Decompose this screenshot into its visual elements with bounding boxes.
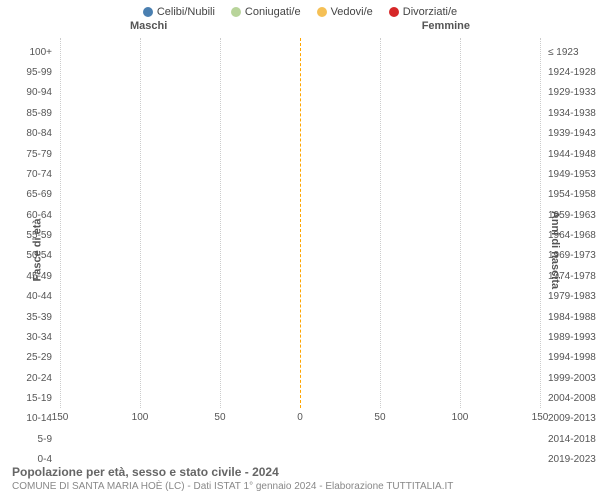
chart-footer: Popolazione per età, sesso e stato civil…: [12, 465, 588, 492]
age-label: 80-84: [0, 124, 56, 144]
age-label: 60-64: [0, 205, 56, 225]
year-label: 2014-2018: [544, 429, 600, 449]
age-label: 100+: [0, 42, 56, 62]
year-label: 1984-1988: [544, 307, 600, 327]
table-row: [60, 250, 540, 268]
age-label: 10-14: [0, 409, 56, 429]
plot-area: 15010050050100150: [60, 38, 540, 438]
table-row: [60, 126, 540, 144]
year-label: 1999-2003: [544, 368, 600, 388]
year-label: 1964-1968: [544, 225, 600, 245]
plot-inner: [60, 38, 540, 408]
year-axis-labels: ≤ 19231924-19281929-19331934-19381939-19…: [544, 42, 600, 470]
x-tick-label: 0: [297, 412, 303, 423]
legend-label: Celibi/Nubili: [157, 6, 215, 18]
age-label: 20-24: [0, 368, 56, 388]
age-label: 75-79: [0, 144, 56, 164]
age-label: 45-49: [0, 266, 56, 286]
age-label: 65-69: [0, 185, 56, 205]
age-label: 25-29: [0, 348, 56, 368]
legend-swatch: [231, 7, 241, 17]
age-label: 30-34: [0, 327, 56, 347]
bar-rows: [60, 38, 540, 408]
age-label: 90-94: [0, 83, 56, 103]
table-row: [60, 232, 540, 250]
x-tick-label: 100: [452, 412, 469, 423]
legend-item: Divorziati/e: [389, 6, 457, 18]
year-label: 1979-1983: [544, 287, 600, 307]
legend-item: Vedovi/e: [317, 6, 373, 18]
x-tick-label: 100: [132, 412, 149, 423]
legend: Celibi/Nubili Coniugati/e Vedovi/e Divorzia…: [0, 0, 600, 20]
table-row: [60, 144, 540, 162]
age-label: 15-19: [0, 388, 56, 408]
legend-item: Celibi/Nubili: [143, 6, 215, 18]
gender-labels: Maschi Femmine: [0, 20, 600, 36]
year-label: ≤ 1923: [544, 42, 600, 62]
legend-swatch: [389, 7, 399, 17]
year-label: 1929-1933: [544, 83, 600, 103]
year-label: 1969-1973: [544, 246, 600, 266]
legend-swatch: [317, 7, 327, 17]
age-label: 95-99: [0, 62, 56, 82]
gridline: [540, 38, 541, 408]
year-label: 2009-2013: [544, 409, 600, 429]
age-label: 70-74: [0, 164, 56, 184]
table-row: [60, 338, 540, 356]
x-tick-label: 50: [214, 412, 225, 423]
age-label: 5-9: [0, 429, 56, 449]
table-row: [60, 56, 540, 74]
chart-title: Popolazione per età, sesso e stato civil…: [12, 465, 588, 479]
table-row: [60, 285, 540, 303]
male-label: Maschi: [130, 20, 167, 32]
x-axis: 15010050050100150: [60, 408, 540, 438]
year-label: 1949-1953: [544, 164, 600, 184]
table-row: [60, 109, 540, 127]
table-row: [60, 38, 540, 56]
legend-item: Coniugati/e: [231, 6, 301, 18]
year-label: 1934-1938: [544, 103, 600, 123]
age-axis-labels: 100+95-9990-9485-8980-8475-7970-7465-696…: [0, 42, 56, 470]
year-label: 1994-1998: [544, 348, 600, 368]
year-label: 2004-2008: [544, 388, 600, 408]
year-label: 1939-1943: [544, 124, 600, 144]
population-pyramid-chart: Celibi/Nubili Coniugati/e Vedovi/e Divorzia…: [0, 0, 600, 500]
legend-label: Coniugati/e: [245, 6, 301, 18]
legend-swatch: [143, 7, 153, 17]
chart-subtitle: COMUNE DI SANTA MARIA HOÈ (LC) - Dati IS…: [12, 481, 588, 492]
year-label: 1989-1993: [544, 327, 600, 347]
year-label: 1974-1978: [544, 266, 600, 286]
age-label: 40-44: [0, 287, 56, 307]
table-row: [60, 73, 540, 91]
table-row: [60, 355, 540, 373]
table-row: [60, 161, 540, 179]
age-label: 85-89: [0, 103, 56, 123]
table-row: [60, 214, 540, 232]
table-row: [60, 391, 540, 409]
x-tick-label: 150: [532, 412, 549, 423]
table-row: [60, 197, 540, 215]
age-label: 50-54: [0, 246, 56, 266]
table-row: [60, 320, 540, 338]
table-row: [60, 267, 540, 285]
year-label: 1954-1958: [544, 185, 600, 205]
year-label: 1944-1948: [544, 144, 600, 164]
legend-label: Divorziati/e: [403, 6, 457, 18]
x-tick-label: 150: [52, 412, 69, 423]
table-row: [60, 302, 540, 320]
age-label: 55-59: [0, 225, 56, 245]
female-label: Femmine: [422, 20, 470, 32]
table-row: [60, 373, 540, 391]
legend-label: Vedovi/e: [331, 6, 373, 18]
table-row: [60, 179, 540, 197]
table-row: [60, 91, 540, 109]
age-label: 35-39: [0, 307, 56, 327]
x-tick-label: 50: [374, 412, 385, 423]
year-label: 1959-1963: [544, 205, 600, 225]
year-label: 1924-1928: [544, 62, 600, 82]
